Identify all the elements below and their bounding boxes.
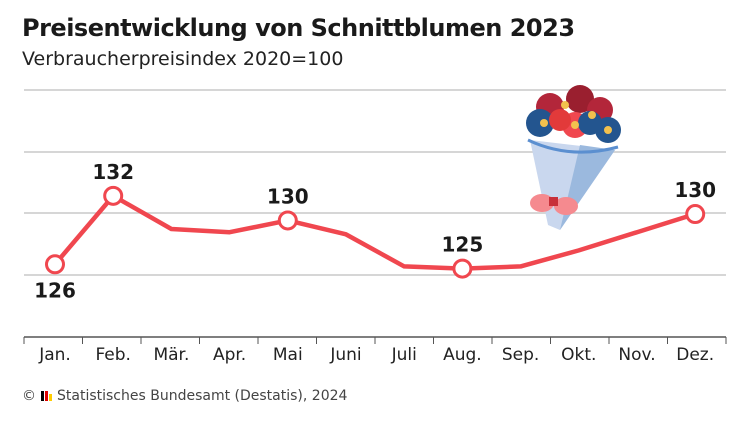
x-tick-label: Okt.	[561, 345, 596, 365]
x-tick-label: Feb.	[95, 345, 131, 365]
data-point	[103, 185, 124, 206]
chart-title: Preisentwicklung von Schnittblumen 2023	[22, 14, 575, 42]
data-point	[685, 204, 706, 225]
copyright-symbol: ©	[22, 388, 36, 404]
data-point	[452, 258, 473, 279]
x-tick-label: Dez.	[676, 345, 714, 365]
x-tick-label: Apr.	[213, 345, 246, 365]
data-label: 125	[442, 233, 484, 257]
x-tick-label: Juni	[329, 345, 361, 365]
data-point	[45, 254, 65, 275]
data-label: 130	[674, 178, 716, 202]
x-tick-label: Jan.	[38, 345, 71, 365]
x-tick-label: Nov.	[618, 345, 655, 365]
x-tick-label: Sep.	[502, 345, 539, 365]
chart-subtitle: Verbraucherpreisindex 2020=100	[22, 48, 344, 70]
x-tick-label: Mär.	[153, 345, 189, 365]
series-line	[53, 193, 696, 271]
data-label: 132	[92, 160, 134, 184]
x-tick-label: Aug.	[443, 345, 482, 365]
destatis-logo-icon	[41, 391, 52, 401]
source-footer: © Statistisches Bundesamt (Destatis), 20…	[22, 388, 347, 404]
data-label: 126	[34, 278, 76, 302]
x-tick-label: Mai	[273, 345, 303, 365]
data-point	[277, 210, 298, 231]
x-tick-label: Juli	[391, 345, 417, 365]
source-text: Statistisches Bundesamt (Destatis), 2024	[57, 388, 348, 404]
data-label: 130	[267, 184, 309, 208]
flower-bouquet-icon	[526, 85, 621, 230]
